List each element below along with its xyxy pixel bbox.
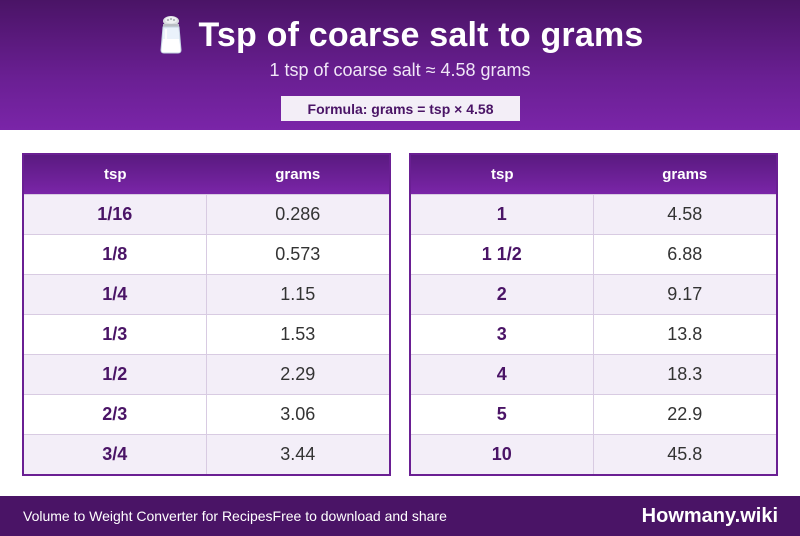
grams-cell: 0.286 [275,204,321,224]
table-row: 1/16 0.286 [24,194,389,234]
table-row: 1/3 1.53 [24,314,389,354]
tsp-cell: 4 [411,355,594,394]
column-header-grams: grams [275,166,321,183]
table-header: tsp grams [411,155,776,194]
tsp-cell: 1 1/2 [411,235,594,274]
table-row: 3 13.8 [411,314,776,354]
tsp-cell: 1 [411,195,594,234]
grams-cell: 45.8 [667,444,703,464]
conversion-table-right: tsp grams 1 4.58 1 1/2 6.88 2 9.17 3 13.… [409,153,778,476]
table-header: tsp grams [24,155,389,194]
table-row: 2 9.17 [411,274,776,314]
tsp-cell: 1/8 [24,235,207,274]
column-header-tsp: tsp [491,166,514,183]
footer-share-note: Free to download and share [272,508,447,524]
table-row: 1/2 2.29 [24,354,389,394]
table-row: 3/4 3.44 [24,434,389,474]
grams-cell: 18.3 [667,364,703,384]
tsp-cell: 1/3 [24,315,207,354]
grams-cell: 13.8 [667,324,703,344]
tsp-cell: 10 [411,435,594,474]
grams-cell: 6.88 [667,244,703,264]
tsp-cell: 1/4 [24,275,207,314]
column-header-tsp: tsp [104,166,127,183]
table-row: 10 45.8 [411,434,776,474]
footer-text: Volume to Weight Converter for Recipes Fr… [23,496,447,536]
table-row: 5 22.9 [411,394,776,434]
table-row: 1/4 1.15 [24,274,389,314]
grams-cell: 3.06 [280,404,316,424]
header: Tsp of coarse salt to grams 1 tsp of coa… [0,0,800,130]
salt-shaker-icon [160,16,182,54]
table-row: 1/8 0.573 [24,234,389,274]
tsp-cell: 2 [411,275,594,314]
title-row: Tsp of coarse salt to grams [0,12,800,58]
footer-tagline: Volume to Weight Converter for Recipes [23,508,273,524]
grams-cell: 1.53 [280,324,316,344]
grams-cell: 2.29 [280,364,316,384]
column-header-grams: grams [662,166,708,183]
grams-cell: 0.573 [275,244,321,264]
table-row: 1 1/2 6.88 [411,234,776,274]
tsp-cell: 5 [411,395,594,434]
grams-cell: 3.44 [280,444,316,464]
grams-cell: 9.17 [667,284,703,304]
conversion-table-left: tsp grams 1/16 0.286 1/8 0.573 1/4 1.15 … [22,153,391,476]
table-body: 1/16 0.286 1/8 0.573 1/4 1.15 1/3 1.53 1… [24,194,389,474]
tsp-cell: 2/3 [24,395,207,434]
table-row: 4 18.3 [411,354,776,394]
brand-logo[interactable]: Howmany.wiki [641,504,778,527]
subtitle: 1 tsp of coarse salt ≈ 4.58 grams [269,60,531,80]
tsp-cell: 1/2 [24,355,207,394]
tsp-cell: 3 [411,315,594,354]
grams-cell: 1.15 [280,284,316,304]
table-row: 2/3 3.06 [24,394,389,434]
formula-badge: Formula: grams = tsp × 4.58 [281,96,520,121]
tsp-cell: 1/16 [24,195,207,234]
footer: Volume to Weight Converter for Recipes Fr… [0,496,800,536]
grams-cell: 4.58 [667,204,703,224]
table-row: 1 4.58 [411,194,776,234]
grams-cell: 22.9 [667,404,703,424]
table-body: 1 4.58 1 1/2 6.88 2 9.17 3 13.8 4 18.3 5… [411,194,776,474]
tsp-cell: 3/4 [24,435,207,474]
page-title: Tsp of coarse salt to grams [198,15,644,54]
